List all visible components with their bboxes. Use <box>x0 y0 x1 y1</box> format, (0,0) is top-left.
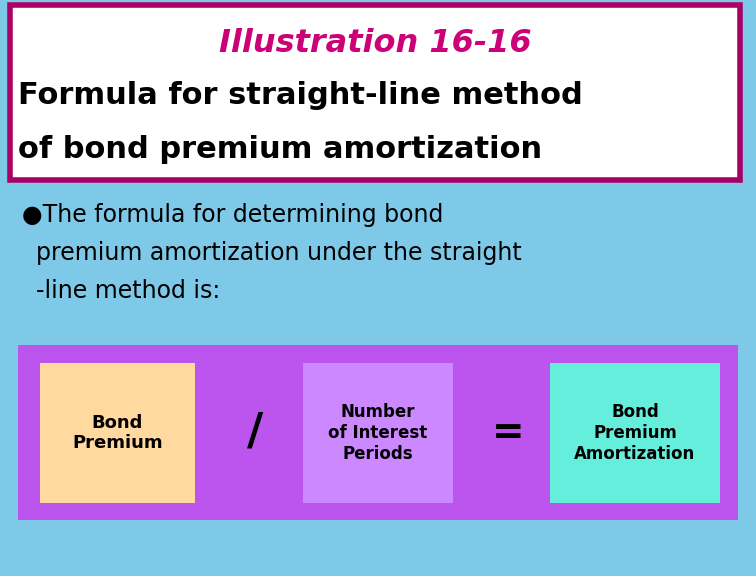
Text: of bond premium amortization: of bond premium amortization <box>18 135 542 165</box>
Text: Bond
Premium: Bond Premium <box>72 414 163 452</box>
Text: /: / <box>247 411 263 454</box>
Text: ●The formula for determining bond: ●The formula for determining bond <box>22 203 443 227</box>
FancyBboxPatch shape <box>303 363 453 503</box>
Text: Formula for straight-line method: Formula for straight-line method <box>18 81 583 109</box>
Text: Illustration 16-16: Illustration 16-16 <box>218 28 531 59</box>
Text: premium amortization under the straight: premium amortization under the straight <box>36 241 522 265</box>
FancyBboxPatch shape <box>550 363 720 503</box>
Text: =: = <box>491 414 525 452</box>
FancyBboxPatch shape <box>18 345 738 520</box>
FancyBboxPatch shape <box>40 363 195 503</box>
Text: Bond
Premium
Amortization: Bond Premium Amortization <box>575 403 696 463</box>
Text: Number
of Interest
Periods: Number of Interest Periods <box>328 403 428 463</box>
Text: -line method is:: -line method is: <box>36 279 220 303</box>
FancyBboxPatch shape <box>10 5 740 180</box>
